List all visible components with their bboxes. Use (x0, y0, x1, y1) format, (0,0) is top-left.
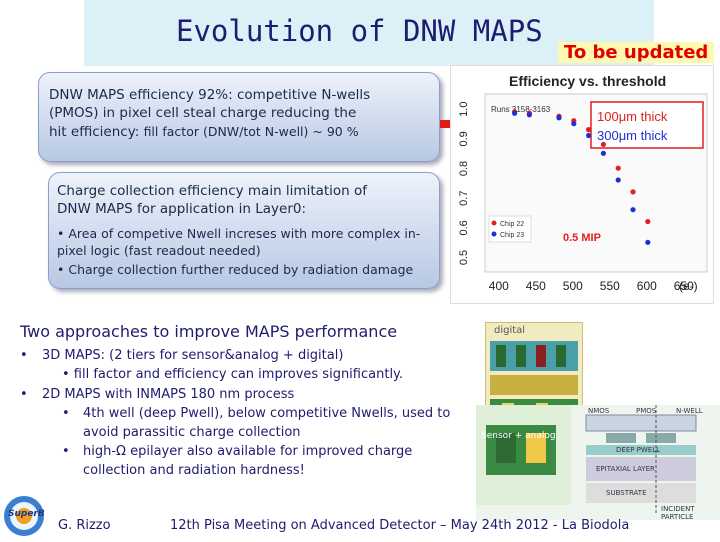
y-tick-label: 1.0 (458, 102, 470, 117)
y-tick-label: 0.6 (458, 220, 470, 235)
legend-100um: 100μm thick (597, 109, 668, 124)
data-point-chip-23 (645, 239, 651, 245)
box2-bullet1-b: pixel logic (fast readout needed) (57, 243, 261, 258)
data-point-chip-22 (615, 165, 621, 171)
data-point-chip-22 (630, 189, 636, 195)
epi-label: EPITAXIAL LAYER (596, 465, 655, 473)
box2-bullet1-a: • Area of competive Nwell increses with … (57, 226, 421, 241)
bullet-2d-sub1-b: avoid parassitic charge collection (83, 425, 301, 440)
footer-author: G. Rizzo (58, 518, 111, 533)
sensor-analog-label: Sensor + analog (481, 431, 556, 441)
data-point-chip-23 (556, 115, 562, 121)
bullet-3d-text: (2 tiers for sensor&analog + digital) (109, 348, 344, 363)
legend-chip23: Chip 23 (500, 232, 524, 239)
x-tick-label: 400 (489, 279, 509, 293)
bullet-2d-head: 2D MAPS with INMAPS 180 nm process (42, 387, 295, 402)
efficiency-box: DNW MAPS efficiency 92%: competitive N-w… (38, 72, 440, 162)
nmos-label: NMOS (588, 407, 610, 415)
bullet-3d: 3D MAPS: (2 tiers for sensor&analog + di… (42, 346, 343, 365)
y-tick-label: 0.9 (458, 131, 470, 146)
box1-line3-head: hit efficiency: (49, 124, 144, 140)
data-point-chip-23 (512, 110, 518, 116)
x-tick-label: 450 (526, 279, 546, 293)
x-axis-unit: (e-) (679, 279, 698, 293)
footer-event: 12th Pisa Meeting on Advanced Detector –… (170, 518, 630, 533)
thickness-legend-box (590, 101, 704, 149)
y-tick-label: 0.5 (458, 250, 470, 265)
box1-line3-tail: fill factor (DNW/tot N-well) ~ 90 % (143, 124, 359, 139)
box2-line1: Charge collection efficiency main limita… (57, 183, 368, 199)
to-be-updated-badge: To be updated (558, 42, 715, 63)
data-point-chip-23 (630, 207, 636, 213)
digital-label: digital (494, 325, 526, 336)
data-point-chip-22 (600, 141, 606, 148)
box1-line2: (PMOS) in pixel cell steal charge reduci… (49, 105, 357, 121)
efficiency-chart: Efficiency vs. threshold Runs 3158-3163 … (450, 65, 714, 304)
data-point-chip-22 (645, 218, 651, 225)
bullet-2d-sub2-a: high-Ω epilayer also available for impro… (83, 444, 413, 459)
bullet-2d-sub1-mark: • (62, 406, 70, 421)
bullet-3d-sub: • fill factor and efficiency can improve… (62, 367, 404, 382)
bullet-2d-sub2-b: collection and radiation hardness! (83, 463, 305, 478)
nwell-label: N-WELL (676, 407, 703, 415)
substrate-label: SUBSTRATE (606, 489, 647, 497)
x-tick-label: 650 (674, 279, 694, 293)
chip-legend-box (488, 215, 532, 243)
bullet-3d-mark: • (20, 348, 28, 363)
pmos-label: PMOS (636, 407, 657, 415)
inmaps-cross-section: Sensor + analog NMOS PMOS N-WELL DEEP PW… (476, 405, 720, 521)
runs-label: Runs 3158-3163 (491, 105, 551, 114)
bullet-2d-sub2-mark: • (62, 444, 70, 459)
cross-section-drawing (476, 405, 697, 515)
bullet-2d-mark: • (20, 387, 28, 402)
superb-logo-icon (4, 496, 44, 536)
legend-chip22: Chip 22 (500, 221, 524, 228)
data-point-chip-23 (615, 177, 621, 183)
approaches-title: Two approaches to improve MAPS performan… (20, 322, 398, 341)
charge-collection-box: Charge collection efficiency main limita… (48, 172, 440, 289)
bullet-3d-head: 3D MAPS: (42, 348, 110, 363)
superb-logo-text: SuperB (8, 509, 45, 519)
chip22-marker (491, 220, 497, 226)
box1-line1: DNW MAPS efficiency 92%: competitive N-w… (49, 87, 371, 103)
chart-svg: Efficiency vs. threshold Runs 3158-3163 … (458, 73, 708, 293)
x-tick-label: 550 (600, 279, 620, 293)
box2-line2: DNW MAPS for application in Layer0: (57, 201, 307, 217)
y-tick-label: 0.8 (458, 161, 470, 176)
superb-logo: SuperB (2, 494, 46, 538)
legend-300um: 300μm thick (597, 128, 668, 143)
chart-title: Efficiency vs. threshold (509, 73, 666, 89)
box2-bullet2: • Charge collection further reduced by r… (57, 262, 414, 277)
data-point-chip-23 (586, 132, 592, 139)
bullet-2d-sub1-a: 4th well (deep Pwell), below competitive… (83, 406, 451, 421)
y-tick-label: 0.7 (458, 191, 470, 206)
data-point-chip-23 (526, 112, 532, 118)
half-mip-label: 0.5 MIP (563, 232, 601, 244)
deep-pwell-label: DEEP PWELL (616, 446, 661, 454)
data-point-chip-23 (571, 121, 577, 127)
x-tick-label: 600 (637, 279, 657, 293)
data-point-chip-23 (600, 150, 606, 156)
slide-title: Evolution of DNW MAPS (176, 14, 543, 48)
data-point-chip-22 (586, 127, 592, 133)
chip23-marker (491, 231, 497, 237)
incident-label: INCIDENT PARTICLE (661, 505, 695, 521)
box1-line3: hit efficiency: fill factor (DNW/tot N-w… (49, 123, 359, 141)
x-tick-label: 500 (563, 279, 583, 293)
